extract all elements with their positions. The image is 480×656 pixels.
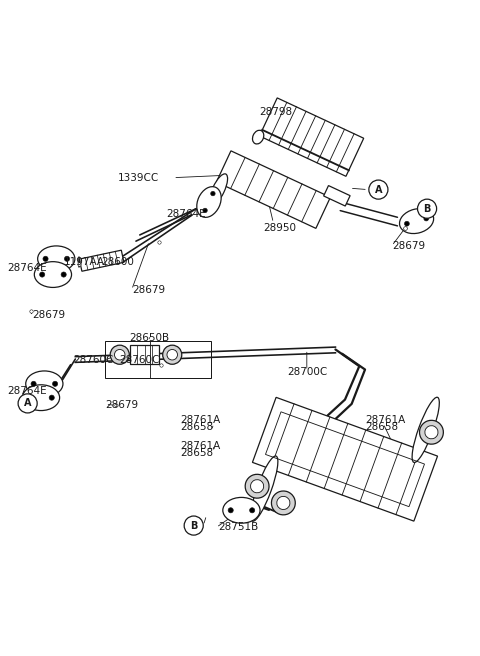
Text: 28761A: 28761A: [180, 441, 221, 451]
Circle shape: [28, 395, 33, 400]
Bar: [260, 98, 364, 176]
Text: 28658: 28658: [365, 422, 398, 432]
Text: 28760C: 28760C: [120, 356, 160, 365]
Text: 28700C: 28700C: [288, 367, 328, 377]
Circle shape: [61, 272, 66, 277]
Text: 28761A: 28761A: [180, 415, 221, 425]
Circle shape: [405, 221, 409, 226]
Text: 28650B: 28650B: [129, 333, 169, 342]
Ellipse shape: [251, 480, 264, 493]
Ellipse shape: [26, 371, 63, 397]
Ellipse shape: [245, 474, 269, 498]
Ellipse shape: [37, 246, 75, 272]
Circle shape: [418, 199, 437, 218]
Text: 28679: 28679: [393, 241, 426, 251]
Text: 28679: 28679: [132, 285, 166, 295]
Ellipse shape: [277, 497, 290, 510]
Text: 28760C: 28760C: [73, 356, 113, 365]
Ellipse shape: [252, 131, 264, 144]
Ellipse shape: [412, 398, 439, 462]
Text: 28950: 28950: [263, 223, 296, 233]
Text: 28658: 28658: [180, 422, 214, 432]
Text: 28798: 28798: [259, 108, 292, 117]
Text: B: B: [423, 204, 431, 214]
Circle shape: [18, 394, 37, 413]
Ellipse shape: [399, 209, 433, 234]
Bar: [216, 151, 330, 228]
Ellipse shape: [251, 456, 278, 522]
Circle shape: [424, 216, 429, 221]
Bar: [252, 398, 438, 521]
Text: 1339CC: 1339CC: [118, 173, 159, 182]
Ellipse shape: [115, 350, 125, 360]
Bar: [265, 412, 424, 506]
Text: B: B: [190, 521, 197, 531]
Bar: [79, 250, 124, 271]
Text: 28600: 28600: [102, 257, 134, 267]
Text: 28679: 28679: [106, 400, 139, 410]
Text: A: A: [375, 184, 382, 195]
Ellipse shape: [425, 426, 438, 439]
Text: 28761A: 28761A: [365, 415, 405, 425]
Bar: [324, 186, 350, 206]
Text: 28658: 28658: [180, 447, 214, 457]
Ellipse shape: [34, 262, 72, 287]
Circle shape: [31, 381, 36, 386]
Ellipse shape: [23, 385, 60, 411]
Circle shape: [184, 516, 203, 535]
Circle shape: [203, 208, 207, 213]
Text: 28751B: 28751B: [218, 522, 259, 533]
Text: 28764E: 28764E: [7, 263, 47, 273]
Bar: [130, 345, 159, 364]
Circle shape: [369, 180, 388, 199]
Circle shape: [250, 508, 255, 513]
Circle shape: [64, 256, 70, 261]
Text: A: A: [24, 398, 31, 409]
Ellipse shape: [197, 187, 221, 217]
Text: 28764E: 28764E: [7, 386, 47, 396]
Circle shape: [228, 508, 233, 513]
Circle shape: [211, 192, 215, 195]
Bar: [106, 341, 211, 378]
Circle shape: [52, 381, 58, 386]
Circle shape: [49, 395, 54, 400]
Text: 28764E: 28764E: [166, 209, 205, 219]
Circle shape: [40, 272, 45, 277]
Ellipse shape: [163, 345, 182, 364]
Text: 28679: 28679: [33, 310, 66, 320]
Ellipse shape: [271, 491, 295, 515]
Ellipse shape: [223, 497, 260, 523]
Ellipse shape: [209, 174, 228, 205]
Ellipse shape: [420, 420, 444, 444]
Text: 1197AA: 1197AA: [63, 257, 105, 267]
Ellipse shape: [110, 345, 129, 364]
Circle shape: [43, 256, 48, 261]
Ellipse shape: [167, 350, 178, 360]
